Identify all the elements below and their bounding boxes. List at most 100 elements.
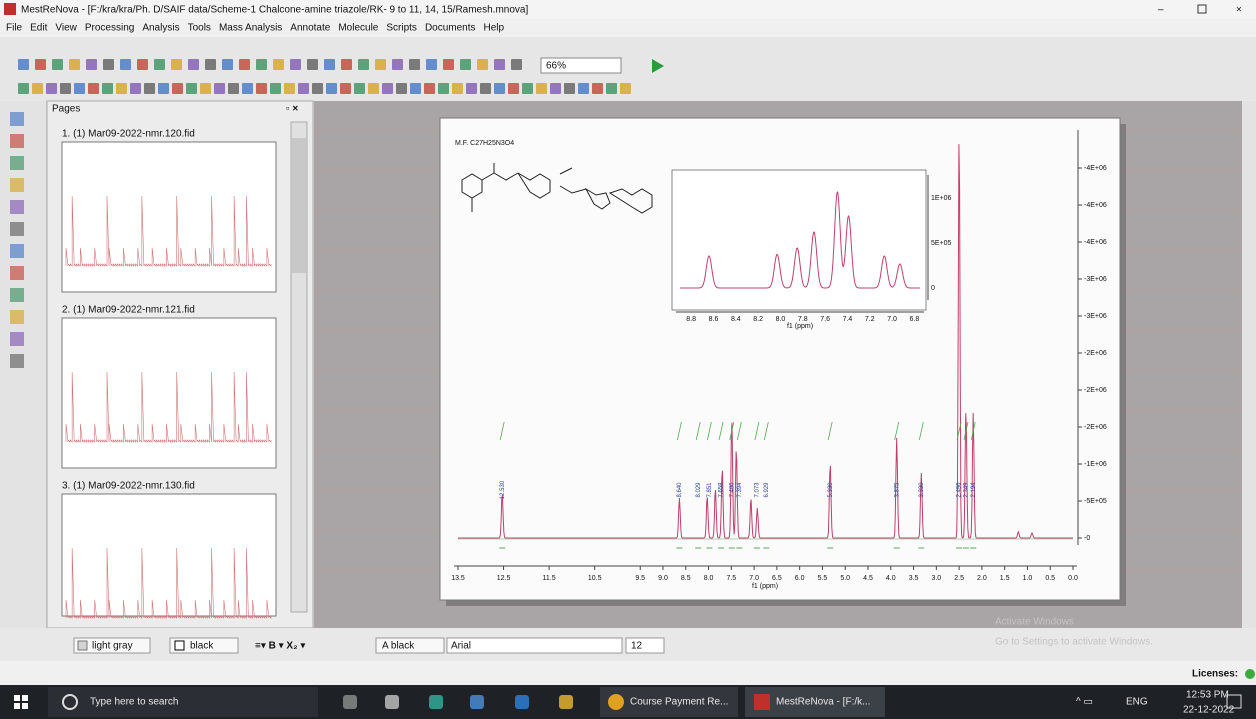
tool-icon[interactable] <box>214 83 225 94</box>
right-scrollbar[interactable] <box>1242 101 1256 628</box>
side-tool-icon[interactable] <box>10 310 24 324</box>
side-tool-icon[interactable] <box>10 178 24 192</box>
side-tool-icon[interactable] <box>10 200 24 214</box>
tool-icon[interactable] <box>273 59 284 70</box>
tool-icon[interactable] <box>60 83 71 94</box>
tool-icon[interactable] <box>239 59 250 70</box>
tool-icon[interactable] <box>88 83 99 94</box>
side-tool-icon[interactable] <box>10 222 24 236</box>
tool-icon[interactable] <box>158 83 169 94</box>
menu-item[interactable]: Tools <box>188 23 211 34</box>
tool-icon[interactable] <box>35 59 46 70</box>
tool-icon[interactable] <box>564 83 575 94</box>
tool-icon[interactable] <box>222 59 233 70</box>
close-button[interactable]: × <box>1236 5 1242 16</box>
side-tool-icon[interactable] <box>10 332 24 346</box>
menu-item[interactable]: Molecule <box>338 23 378 34</box>
tool-icon[interactable] <box>460 59 471 70</box>
start-button[interactable] <box>14 695 28 709</box>
tool-icon[interactable] <box>74 83 85 94</box>
tool-icon[interactable] <box>102 83 113 94</box>
side-tool-icon[interactable] <box>10 112 24 126</box>
tool-icon[interactable] <box>86 59 97 70</box>
tool-icon[interactable] <box>550 83 561 94</box>
menu-item[interactable]: Documents <box>425 23 476 34</box>
tool-icon[interactable] <box>256 83 267 94</box>
tool-icon[interactable] <box>120 59 131 70</box>
tool-icon[interactable] <box>171 59 182 70</box>
task-icon[interactable] <box>385 695 399 709</box>
tool-icon[interactable] <box>18 59 29 70</box>
side-tool-icon[interactable] <box>10 244 24 258</box>
menu-item[interactable]: Scripts <box>386 23 417 34</box>
tool-icon[interactable] <box>409 59 420 70</box>
tool-icon[interactable] <box>69 59 80 70</box>
task-icon[interactable] <box>515 695 529 709</box>
menu-item[interactable]: Help <box>484 23 505 34</box>
tool-icon[interactable] <box>508 83 519 94</box>
tool-icon[interactable] <box>144 83 155 94</box>
tool-icon[interactable] <box>341 59 352 70</box>
tool-icon[interactable] <box>410 83 421 94</box>
tool-icon[interactable] <box>326 83 337 94</box>
tool-icon[interactable] <box>284 83 295 94</box>
page-thumbnail[interactable] <box>61 317 277 469</box>
menu-item[interactable]: Edit <box>30 23 47 34</box>
text-format-tools[interactable]: ≡▾ B ▾ X₂ ▾ <box>255 641 305 652</box>
side-tool-icon[interactable] <box>10 266 24 280</box>
line-combo[interactable] <box>169 637 239 654</box>
scroll-thumb[interactable] <box>292 138 306 273</box>
tool-icon[interactable] <box>494 59 505 70</box>
tool-icon[interactable] <box>477 59 488 70</box>
tool-icon[interactable] <box>172 83 183 94</box>
page-item-label[interactable]: 3. (1) Mar09-2022-nmr.130.fid <box>62 481 195 492</box>
tool-icon[interactable] <box>52 59 63 70</box>
tool-icon[interactable] <box>368 83 379 94</box>
tool-icon[interactable] <box>375 59 386 70</box>
tool-icon[interactable] <box>592 83 603 94</box>
notifications[interactable] <box>1226 694 1242 709</box>
tool-icon[interactable] <box>188 59 199 70</box>
tool-icon[interactable] <box>154 59 165 70</box>
minimize-button[interactable]: – <box>1158 5 1164 16</box>
menu-item[interactable]: Annotate <box>290 23 330 34</box>
tool-icon[interactable] <box>46 83 57 94</box>
search-box[interactable] <box>48 687 318 717</box>
page-thumbnail[interactable] <box>61 141 277 293</box>
tool-icon[interactable] <box>312 83 323 94</box>
tool-icon[interactable] <box>426 59 437 70</box>
tray-icons[interactable]: ^ ▭ <box>1076 697 1093 708</box>
tool-icon[interactable] <box>438 83 449 94</box>
task-icon[interactable] <box>429 695 443 709</box>
page-item-label[interactable]: 1. (1) Mar09-2022-nmr.120.fid <box>62 129 195 140</box>
tool-icon[interactable] <box>116 83 127 94</box>
page-item-label[interactable]: 2. (1) Mar09-2022-nmr.121.fid <box>62 305 195 316</box>
font-color-combo[interactable] <box>375 637 445 654</box>
tool-icon[interactable] <box>205 59 216 70</box>
fill-combo[interactable] <box>73 637 151 654</box>
task-icon[interactable] <box>470 695 484 709</box>
tool-icon[interactable] <box>443 59 454 70</box>
tool-icon[interactable] <box>137 59 148 70</box>
font-combo[interactable] <box>446 637 623 654</box>
page-thumbnail[interactable] <box>61 493 277 617</box>
tool-icon[interactable] <box>186 83 197 94</box>
tool-icon[interactable] <box>256 59 267 70</box>
tool-icon[interactable] <box>32 83 43 94</box>
tool-icon[interactable] <box>18 83 29 94</box>
tool-icon[interactable] <box>511 59 522 70</box>
menu-item[interactable]: Processing <box>85 23 134 34</box>
size-combo[interactable] <box>625 637 665 654</box>
side-tool-icon[interactable] <box>10 156 24 170</box>
tool-icon[interactable] <box>606 83 617 94</box>
tool-icon[interactable] <box>424 83 435 94</box>
tool-icon[interactable] <box>200 83 211 94</box>
tool-icon[interactable] <box>290 59 301 70</box>
tool-icon[interactable] <box>242 83 253 94</box>
side-tool-icon[interactable] <box>10 288 24 302</box>
menu-item[interactable]: Analysis <box>142 23 179 34</box>
zoom-box[interactable] <box>540 57 622 74</box>
task-icon[interactable] <box>559 695 573 709</box>
tool-icon[interactable] <box>103 59 114 70</box>
tool-icon[interactable] <box>466 83 477 94</box>
